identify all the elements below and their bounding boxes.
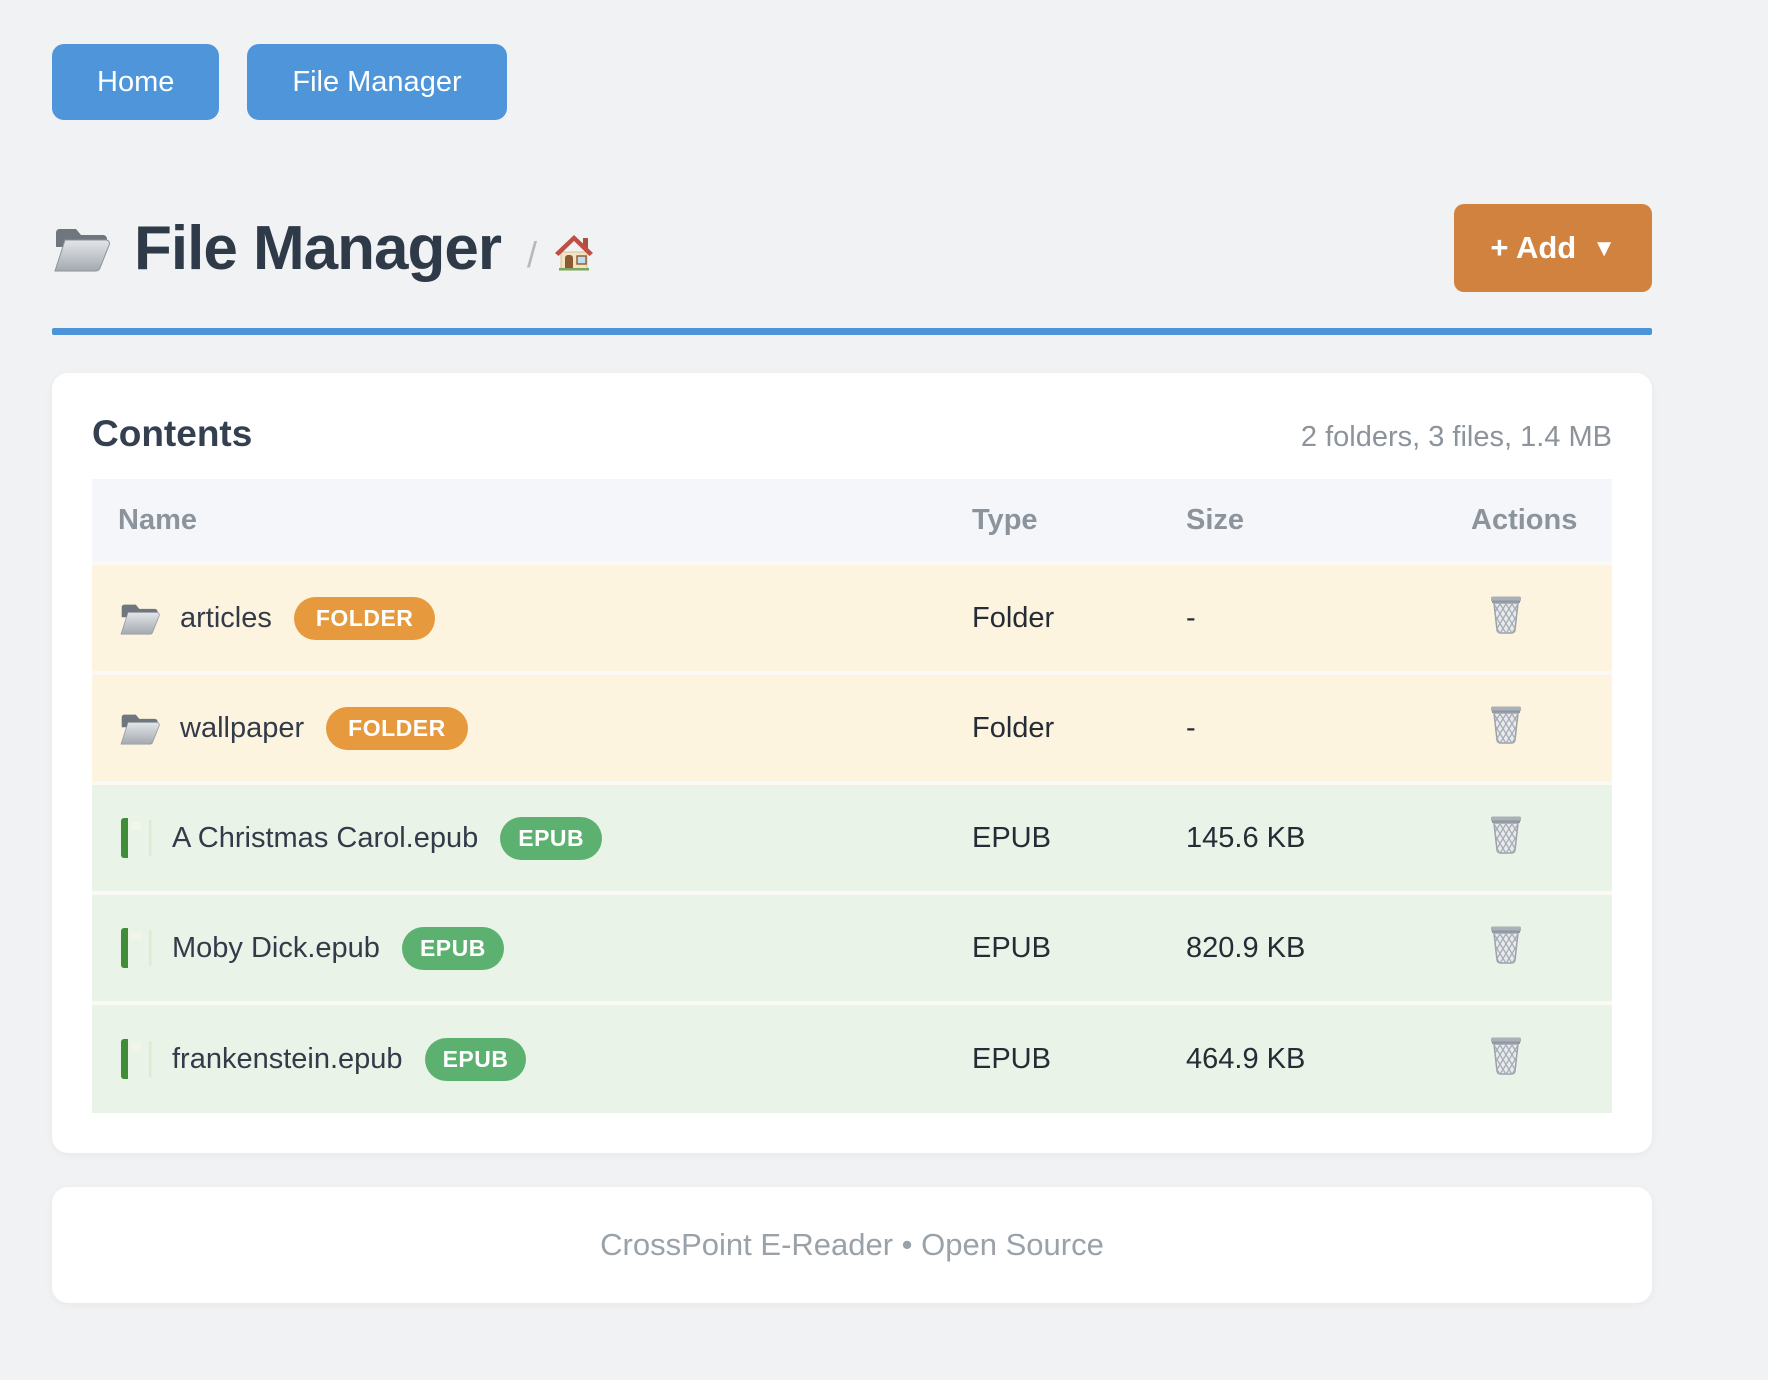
folder-icon (118, 709, 162, 747)
file-type: Folder (972, 711, 1055, 744)
table-row[interactable]: frankenstein.epub EPUB EPUB 464.9 KB (92, 1003, 1612, 1113)
title-group: File Manager / (52, 213, 1454, 284)
trash-icon (1487, 813, 1525, 858)
folder-icon (52, 221, 112, 275)
type-badge: FOLDER (326, 706, 468, 750)
file-size: - (1186, 601, 1196, 634)
contents-card-header: Contents 2 folders, 3 files, 1.4 MB (92, 413, 1612, 455)
type-badge: FOLDER (293, 596, 436, 640)
nav-home-button[interactable]: Home (52, 44, 220, 120)
type-badge: EPUB (401, 926, 504, 970)
table-row[interactable]: wallpaper FOLDER Folder - (92, 673, 1612, 783)
contents-card: Contents 2 folders, 3 files, 1.4 MB Name… (52, 373, 1652, 1153)
trash-icon (1487, 703, 1525, 748)
contents-heading: Contents (92, 413, 253, 454)
home-icon (553, 232, 595, 277)
delete-button[interactable] (1487, 703, 1525, 748)
delete-button[interactable] (1487, 813, 1525, 858)
table-header-row: Name Type Size Actions (92, 479, 1612, 563)
delete-button[interactable] (1487, 1034, 1525, 1079)
contents-summary: 2 folders, 3 files, 1.4 MB (1300, 421, 1612, 453)
file-type: EPUB (972, 1042, 1051, 1075)
file-size: 464.9 KB (1186, 1042, 1306, 1075)
footer-text: CrossPoint E-Reader • Open Source (600, 1227, 1104, 1262)
table-row[interactable]: A Christmas Carol.epub EPUB EPUB 145.6 K… (92, 783, 1612, 893)
file-size: 820.9 KB (1186, 931, 1306, 964)
file-name[interactable]: wallpaper (180, 711, 305, 744)
add-button-label: + Add (1490, 230, 1577, 265)
folder-icon (118, 599, 162, 637)
top-nav: Home File Manager (52, 0, 1652, 120)
nav-file-manager-button[interactable]: File Manager (247, 44, 507, 120)
trash-icon (1487, 593, 1525, 638)
type-badge: EPUB (500, 816, 603, 860)
column-header-type: Type (972, 479, 1186, 563)
contents-table: Name Type Size Actions (92, 479, 1612, 1113)
file-name[interactable]: Moby Dick.epub (172, 931, 380, 964)
type-badge: EPUB (424, 1037, 527, 1081)
page-header: File Manager / + Add ▼ (52, 204, 1652, 292)
file-type: EPUB (972, 931, 1051, 964)
contents-table-body: articles FOLDER Folder - (92, 563, 1612, 1113)
page-title: File Manager (134, 213, 502, 283)
footer: CrossPoint E-Reader • Open Source (52, 1187, 1652, 1303)
delete-button[interactable] (1487, 923, 1525, 968)
file-size: 145.6 KB (1186, 821, 1306, 854)
file-name[interactable]: frankenstein.epub (172, 1042, 403, 1075)
column-header-size: Size (1186, 479, 1471, 563)
column-header-actions: Actions (1471, 479, 1612, 563)
breadcrumb-separator: / (527, 234, 538, 275)
green-book-icon (118, 1038, 154, 1080)
add-button[interactable]: + Add ▼ (1454, 204, 1652, 292)
breadcrumb-home-link[interactable] (553, 232, 595, 277)
green-book-icon (118, 927, 154, 969)
file-name[interactable]: articles (180, 601, 272, 634)
delete-button[interactable] (1487, 593, 1525, 638)
file-type: Folder (972, 601, 1055, 634)
table-row[interactable]: articles FOLDER Folder - (92, 563, 1612, 673)
file-type: EPUB (972, 821, 1051, 854)
trash-icon (1487, 923, 1525, 968)
green-book-icon (118, 817, 154, 859)
file-name[interactable]: A Christmas Carol.epub (172, 821, 479, 854)
table-row[interactable]: Moby Dick.epub EPUB EPUB 820.9 KB (92, 893, 1612, 1003)
trash-icon (1487, 1034, 1525, 1079)
file-size: - (1186, 711, 1196, 744)
caret-down-icon: ▼ (1592, 235, 1616, 262)
column-header-name: Name (92, 479, 972, 563)
page-container: Home File Manager File Manager / (52, 0, 1652, 1303)
header-divider (52, 328, 1652, 335)
